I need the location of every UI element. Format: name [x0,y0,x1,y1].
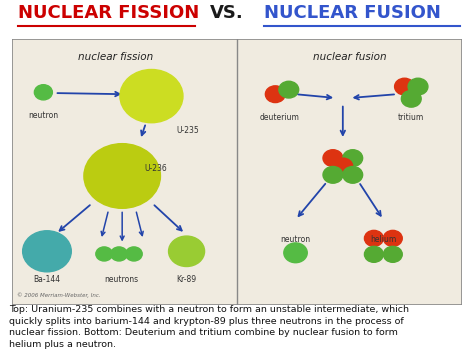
Text: Ba-144: Ba-144 [33,275,61,284]
Text: Kr-89: Kr-89 [176,275,197,284]
Text: © 2006 Merriam-Webster, Inc.: © 2006 Merriam-Webster, Inc. [17,292,101,298]
Circle shape [96,247,112,261]
Circle shape [126,247,142,261]
Circle shape [365,246,383,262]
Circle shape [343,166,363,183]
Circle shape [279,81,299,98]
Circle shape [343,150,363,166]
Text: U-235: U-235 [176,126,199,135]
Circle shape [34,85,52,100]
Circle shape [383,246,402,262]
Text: VS.: VS. [210,4,244,22]
Circle shape [265,86,285,103]
Circle shape [120,70,183,123]
Circle shape [23,231,71,272]
Text: deuterium: deuterium [260,113,300,122]
Circle shape [401,91,421,107]
Circle shape [365,230,383,246]
Circle shape [333,158,353,175]
Circle shape [284,243,307,263]
Circle shape [169,236,205,267]
Circle shape [394,78,414,95]
Circle shape [383,230,402,246]
Text: helium: helium [370,235,396,244]
Text: nuclear fission: nuclear fission [78,52,153,62]
Text: NUCLEAR FISSION: NUCLEAR FISSION [18,4,199,22]
Circle shape [84,144,160,208]
Text: Top: Uranium-235 combines with a neutron to form an unstable intermediate, which: Top: Uranium-235 combines with a neutron… [9,305,410,349]
Circle shape [323,166,343,183]
Text: neutron: neutron [281,235,310,244]
Text: neutrons: neutrons [105,275,139,284]
Text: nuclear fusion: nuclear fusion [313,52,386,62]
Text: U-236: U-236 [145,164,167,173]
Text: NUCLEAR FUSION: NUCLEAR FUSION [264,4,441,22]
Circle shape [111,247,128,261]
Text: tritium: tritium [398,113,424,122]
Circle shape [323,150,343,166]
Circle shape [408,78,428,95]
Text: neutron: neutron [28,110,58,120]
